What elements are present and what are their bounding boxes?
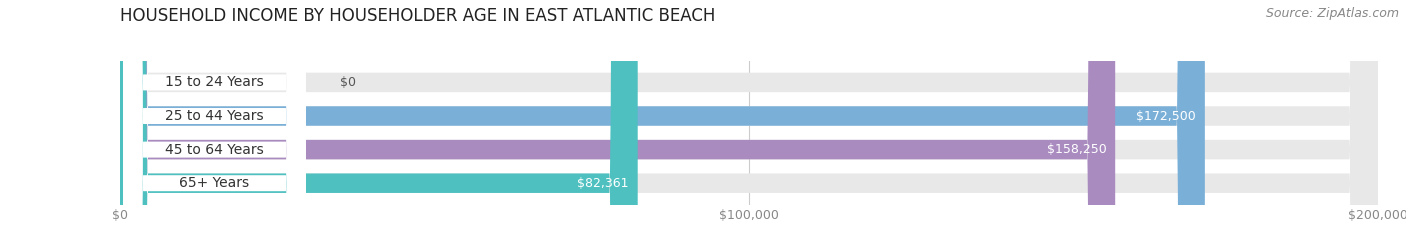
- Text: $172,500: $172,500: [1136, 110, 1197, 123]
- FancyBboxPatch shape: [124, 0, 305, 233]
- FancyBboxPatch shape: [124, 0, 305, 233]
- FancyBboxPatch shape: [120, 0, 142, 233]
- Text: $0: $0: [340, 76, 356, 89]
- Text: 65+ Years: 65+ Years: [180, 176, 250, 190]
- Text: HOUSEHOLD INCOME BY HOUSEHOLDER AGE IN EAST ATLANTIC BEACH: HOUSEHOLD INCOME BY HOUSEHOLDER AGE IN E…: [120, 7, 714, 25]
- Text: 45 to 64 Years: 45 to 64 Years: [165, 143, 264, 157]
- FancyBboxPatch shape: [120, 0, 1378, 233]
- Text: $158,250: $158,250: [1046, 143, 1107, 156]
- Text: 25 to 44 Years: 25 to 44 Years: [165, 109, 264, 123]
- Text: 15 to 24 Years: 15 to 24 Years: [165, 75, 264, 89]
- FancyBboxPatch shape: [120, 0, 1378, 233]
- FancyBboxPatch shape: [120, 0, 1378, 233]
- FancyBboxPatch shape: [120, 0, 1115, 233]
- Text: $82,361: $82,361: [578, 177, 628, 190]
- FancyBboxPatch shape: [120, 0, 638, 233]
- FancyBboxPatch shape: [120, 0, 1205, 233]
- Text: Source: ZipAtlas.com: Source: ZipAtlas.com: [1265, 7, 1399, 20]
- FancyBboxPatch shape: [120, 0, 1378, 233]
- FancyBboxPatch shape: [124, 0, 305, 233]
- FancyBboxPatch shape: [124, 0, 305, 233]
